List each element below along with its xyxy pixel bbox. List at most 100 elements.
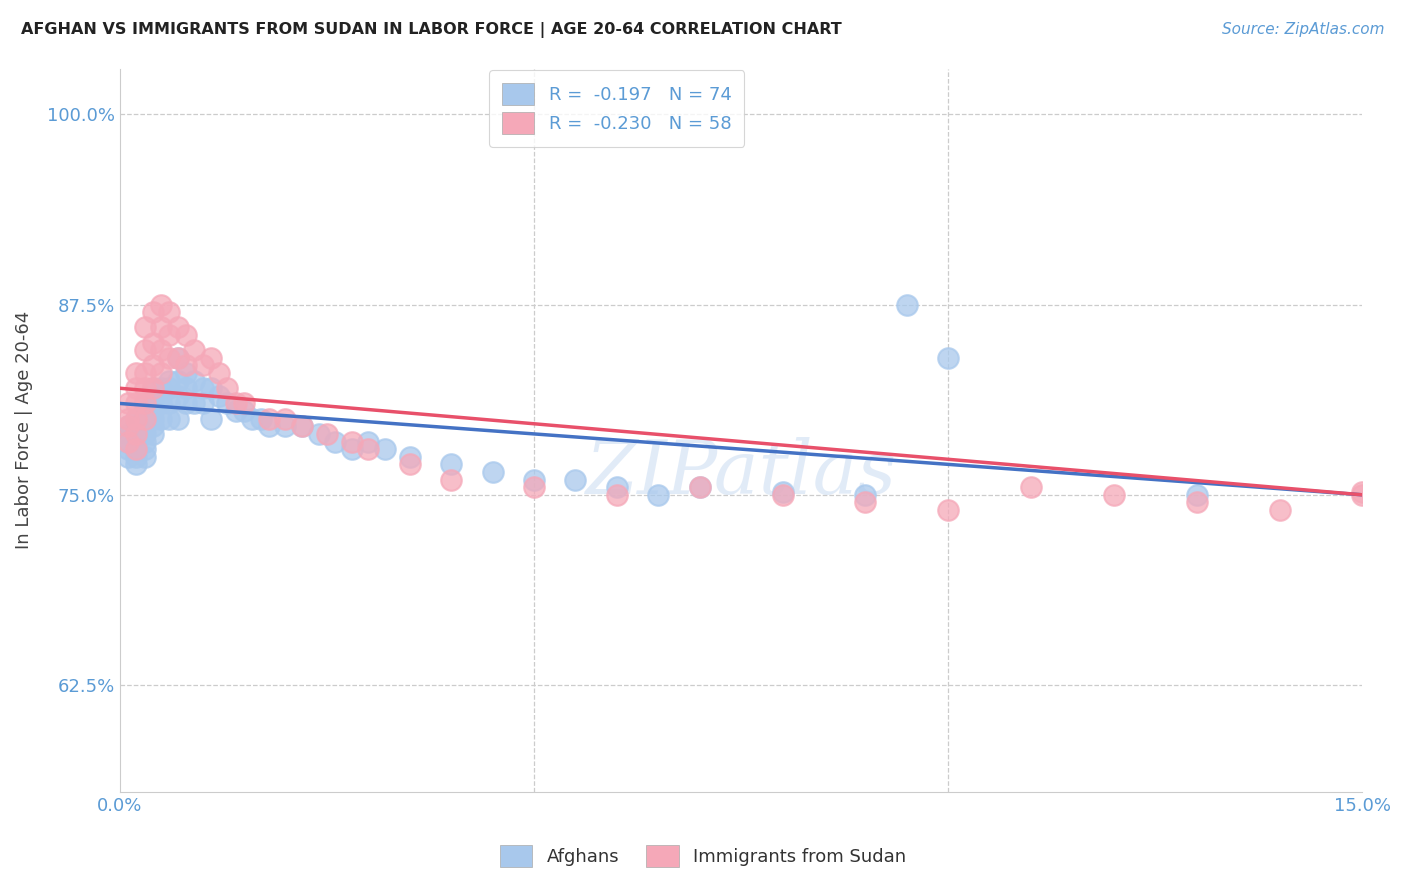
Point — [936, 351, 959, 365]
Point — [117, 450, 139, 464]
Point — [125, 450, 148, 464]
Point — [315, 426, 337, 441]
Point — [772, 488, 794, 502]
Point — [125, 426, 148, 441]
Point — [166, 351, 188, 365]
Point — [183, 396, 205, 410]
Point — [134, 396, 156, 410]
Point — [217, 396, 239, 410]
Point — [142, 404, 165, 418]
Point — [440, 473, 463, 487]
Point — [564, 473, 586, 487]
Point — [183, 343, 205, 358]
Point — [174, 328, 197, 343]
Point — [398, 458, 420, 472]
Point — [291, 419, 314, 434]
Point — [142, 359, 165, 373]
Point — [134, 396, 156, 410]
Point — [134, 343, 156, 358]
Point — [1268, 503, 1291, 517]
Point — [174, 366, 197, 380]
Point — [159, 351, 181, 365]
Point — [191, 381, 214, 395]
Point — [191, 359, 214, 373]
Text: ZIPatlas: ZIPatlas — [586, 437, 897, 509]
Point — [308, 426, 330, 441]
Point — [150, 366, 173, 380]
Point — [166, 351, 188, 365]
Point — [357, 442, 380, 457]
Point — [125, 366, 148, 380]
Point — [217, 381, 239, 395]
Point — [523, 473, 546, 487]
Point — [134, 450, 156, 464]
Point — [125, 458, 148, 472]
Point — [117, 419, 139, 434]
Point — [150, 381, 173, 395]
Point — [208, 366, 231, 380]
Point — [225, 404, 247, 418]
Point — [142, 419, 165, 434]
Point — [117, 411, 139, 425]
Text: Source: ZipAtlas.com: Source: ZipAtlas.com — [1222, 22, 1385, 37]
Point — [150, 389, 173, 403]
Point — [150, 411, 173, 425]
Point — [896, 297, 918, 311]
Point — [200, 351, 222, 365]
Point — [174, 359, 197, 373]
Point — [606, 488, 628, 502]
Point — [166, 320, 188, 334]
Point — [134, 434, 156, 449]
Point — [134, 419, 156, 434]
Y-axis label: In Labor Force | Age 20-64: In Labor Force | Age 20-64 — [15, 311, 32, 549]
Point — [159, 374, 181, 388]
Point — [142, 381, 165, 395]
Point — [117, 434, 139, 449]
Point — [142, 335, 165, 350]
Point — [689, 480, 711, 494]
Point — [134, 366, 156, 380]
Point — [142, 426, 165, 441]
Point — [125, 381, 148, 395]
Point — [233, 404, 256, 418]
Point — [174, 381, 197, 395]
Point — [523, 480, 546, 494]
Point — [125, 411, 148, 425]
Point — [689, 480, 711, 494]
Point — [125, 442, 148, 457]
Point — [125, 434, 148, 449]
Point — [166, 389, 188, 403]
Point — [772, 484, 794, 499]
Point — [142, 396, 165, 410]
Point — [200, 411, 222, 425]
Point — [249, 411, 271, 425]
Point — [150, 343, 173, 358]
Point — [117, 426, 139, 441]
Point — [855, 488, 877, 502]
Point — [1185, 488, 1208, 502]
Point — [134, 381, 156, 395]
Point — [398, 450, 420, 464]
Point — [200, 381, 222, 395]
Point — [142, 305, 165, 319]
Point — [1102, 488, 1125, 502]
Point — [125, 442, 148, 457]
Point — [257, 411, 280, 425]
Point — [323, 434, 346, 449]
Point — [134, 426, 156, 441]
Point — [150, 320, 173, 334]
Point — [142, 381, 165, 395]
Point — [134, 320, 156, 334]
Point — [125, 396, 148, 410]
Text: AFGHAN VS IMMIGRANTS FROM SUDAN IN LABOR FORCE | AGE 20-64 CORRELATION CHART: AFGHAN VS IMMIGRANTS FROM SUDAN IN LABOR… — [21, 22, 842, 38]
Point — [340, 442, 363, 457]
Point — [357, 434, 380, 449]
Point — [134, 404, 156, 418]
Point — [134, 442, 156, 457]
Point — [134, 411, 156, 425]
Point — [191, 396, 214, 410]
Point — [166, 374, 188, 388]
Point — [1185, 495, 1208, 509]
Point — [159, 305, 181, 319]
Point — [936, 503, 959, 517]
